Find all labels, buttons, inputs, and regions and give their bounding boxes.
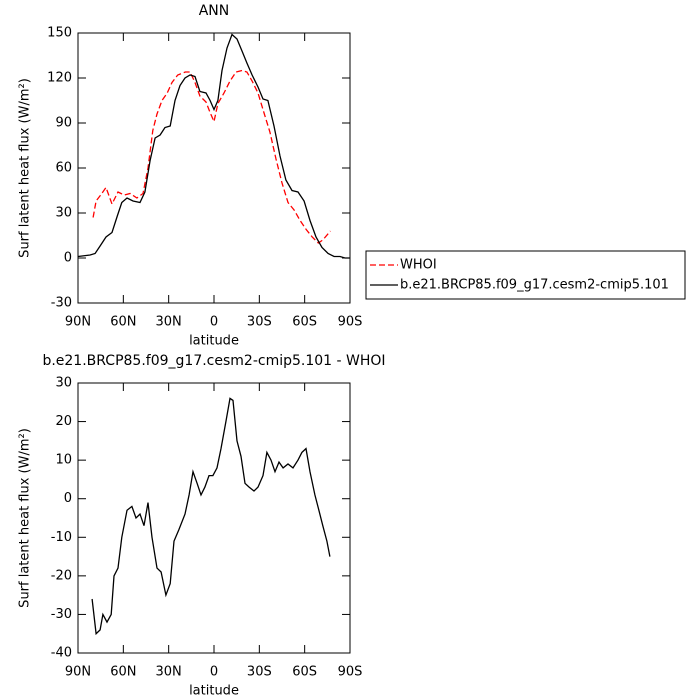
x-tick-label: 30N — [156, 665, 182, 680]
chart-title: ANN — [199, 3, 230, 19]
series-line — [92, 69, 331, 244]
x-axis-label: latitude — [189, 334, 239, 349]
x-tick-label: 30S — [247, 665, 272, 680]
y-axis-label: Surf latent heat flux (W/m²) — [18, 428, 33, 608]
y-tick-label: 0 — [64, 251, 72, 266]
y-tick-label: 30 — [55, 206, 72, 221]
x-tick-label: 90S — [338, 665, 363, 680]
x-tick-label: 90N — [65, 665, 91, 680]
y-tick-label: 20 — [55, 414, 72, 429]
y-tick-label: 30 — [55, 376, 72, 391]
y-tick-label: 0 — [64, 491, 72, 506]
y-tick-label: 10 — [55, 453, 72, 468]
y-tick-label: -30 — [51, 607, 72, 622]
x-tick-label: 60S — [292, 315, 317, 330]
y-tick-label: -20 — [51, 568, 72, 583]
x-tick-label: 60N — [110, 315, 136, 330]
x-tick-label: 30S — [247, 315, 272, 330]
y-tick-label: 60 — [55, 161, 72, 176]
chart: ANN -30 0 30 60 90 120 150 90N 60N 30N 0 30S 60S 90S la… — [18, 3, 686, 349]
plot-frame — [77, 382, 351, 654]
chart: b.e21.BRCP85.f09_g17.cesm2-cmip5.101 - W… — [18, 353, 386, 699]
x-tick-label: 0 — [210, 665, 218, 680]
legend-box — [365, 250, 686, 300]
y-axis-label: Surf latent heat flux (W/m²) — [18, 78, 33, 258]
x-tick-label: 90S — [338, 315, 363, 330]
legend-label: WHOI — [400, 258, 437, 273]
x-tick-label: 60S — [292, 665, 317, 680]
y-tick-label: -10 — [51, 530, 72, 545]
y-tick-label: 90 — [55, 116, 72, 131]
y-tick-label: -30 — [51, 296, 72, 311]
y-tick-label: -40 — [51, 646, 72, 661]
x-tick-label: 30N — [156, 315, 182, 330]
x-tick-label: 0 — [210, 315, 218, 330]
y-tick-label: 150 — [47, 26, 72, 41]
x-tick-label: 60N — [110, 665, 136, 680]
plot-frame — [77, 32, 351, 304]
x-axis-label: latitude — [189, 684, 239, 699]
series-line — [77, 33, 350, 259]
series-line — [91, 397, 331, 636]
x-tick-label: 90N — [65, 315, 91, 330]
legend-label: b.e21.BRCP85.f09_g17.cesm2-cmip5.101 — [400, 278, 669, 293]
y-tick-label: 120 — [47, 71, 72, 86]
chart-title: b.e21.BRCP85.f09_g17.cesm2-cmip5.101 - W… — [42, 353, 385, 369]
